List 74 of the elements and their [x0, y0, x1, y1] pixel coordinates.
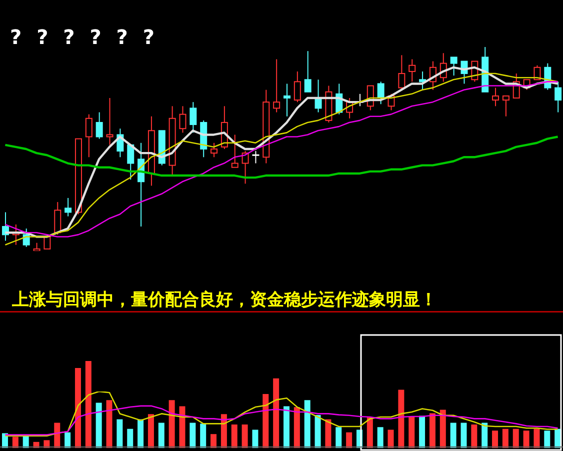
candlestick: [127, 144, 134, 180]
bar: [148, 414, 154, 448]
bar: [325, 419, 332, 448]
bar: [294, 407, 300, 448]
candlestick: [242, 150, 249, 184]
bar: [252, 430, 258, 448]
bar: [336, 427, 342, 448]
bar: [429, 413, 436, 448]
candlestick: [408, 58, 416, 82]
candlestick: [502, 95, 510, 117]
candlestick: [273, 58, 280, 113]
bar: [314, 414, 321, 448]
bar: [398, 390, 404, 448]
bar: [346, 432, 352, 448]
bar: [534, 428, 540, 448]
bar: [492, 430, 498, 448]
bar: [168, 400, 175, 448]
bar: [554, 428, 561, 448]
candlestick: [96, 112, 103, 140]
bar: [210, 434, 217, 448]
candlestick: [190, 102, 197, 134]
candlestick: [492, 87, 500, 107]
bar: [419, 416, 426, 448]
candlestick: [419, 70, 426, 90]
bar: [544, 430, 550, 448]
candlestick: [377, 81, 384, 105]
bar: [284, 406, 290, 448]
bar: [179, 406, 186, 448]
candlestick: [106, 98, 114, 146]
bar: [471, 424, 478, 448]
bar: [262, 394, 269, 448]
candlestick: [251, 150, 260, 164]
bar: [273, 378, 280, 448]
bar: [85, 361, 92, 448]
bar: [523, 430, 530, 448]
bar: [242, 424, 248, 448]
bar: [158, 422, 164, 448]
candlestick: [304, 50, 312, 92]
bar: [482, 422, 488, 448]
bar: [116, 419, 123, 448]
bar: [64, 432, 71, 448]
chart-title: ? ? ? ? ? ?: [10, 25, 158, 49]
candlestick: [54, 202, 62, 236]
bar: [388, 430, 394, 448]
candlestick: [210, 142, 218, 158]
candlestick: [231, 134, 238, 168]
bar: [366, 418, 373, 448]
candlestick: [284, 83, 290, 117]
bar: [200, 424, 206, 448]
candlestick: [450, 56, 458, 76]
bar: [106, 400, 112, 448]
bar: [377, 427, 384, 448]
candlestick: [554, 81, 562, 113]
candlestick: [44, 236, 51, 250]
bar: [502, 428, 508, 448]
bar: [127, 428, 134, 448]
bar: [304, 400, 310, 448]
bar: [96, 402, 102, 448]
candlestick: [85, 114, 92, 158]
bar: [138, 419, 144, 448]
candlestick: [64, 197, 72, 217]
bar: [190, 422, 196, 448]
candlestick: [398, 54, 406, 90]
bar: [512, 428, 519, 448]
bar: [450, 422, 456, 448]
candlestick: [294, 70, 301, 103]
bar: [440, 410, 446, 448]
bar: [408, 416, 415, 448]
bar: [74, 368, 81, 448]
bar: [231, 424, 238, 448]
candlestick: [179, 106, 186, 134]
bar: [12, 436, 18, 448]
bar: [460, 422, 467, 448]
text: 上涨与回调中，量价配合良好，资金稳步运作迹象明显！: [11, 290, 437, 310]
